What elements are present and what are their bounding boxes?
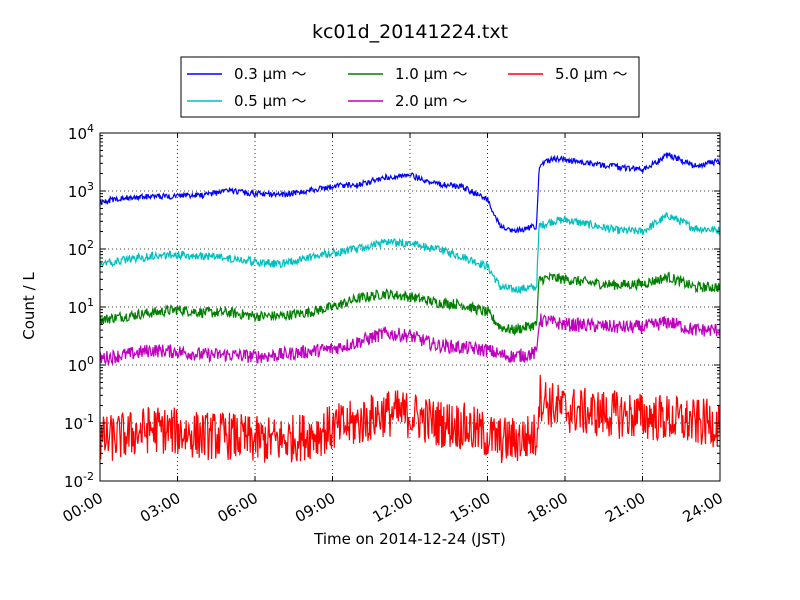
legend-box [180,56,640,118]
series-line [99,212,721,295]
legend-label: 1.0 µm ～ [395,65,468,83]
x-axis-label: Time on 2014-12-24 (JST) [313,530,506,548]
chart-title: kc01d_20141224.txt [312,21,508,43]
legend-label: 2.0 µm ～ [395,92,468,110]
series-layer [99,151,721,464]
series-line [99,151,721,234]
y-axis-label: Count / L [20,272,38,340]
series-line [99,271,721,337]
series-line [99,374,721,464]
series-line [99,313,721,367]
legend-label: 0.5 µm ～ [234,92,307,110]
legend-label: 5.0 µm ～ [555,65,628,83]
legend-label: 0.3 µm ～ [234,65,307,83]
legend: 0.3 µm ～ 0.5 µm ～ 1.0 µm ～ 2.0 µm ～ 5.0 µm ～ [180,56,640,118]
